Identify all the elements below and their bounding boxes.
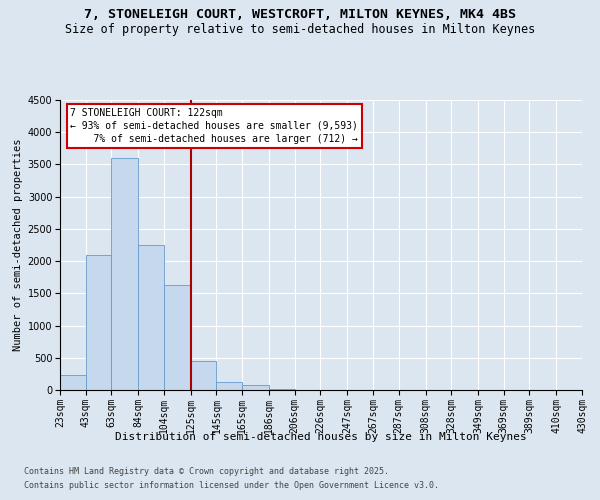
Bar — [112, 158, 138, 390]
Bar — [217, 382, 242, 390]
Text: 7, STONELEIGH COURT, WESTCROFT, MILTON KEYNES, MK4 4BS: 7, STONELEIGH COURT, WESTCROFT, MILTON K… — [84, 8, 516, 20]
Text: Size of property relative to semi-detached houses in Milton Keynes: Size of property relative to semi-detach… — [65, 22, 535, 36]
Bar — [86, 254, 112, 390]
Text: 7 STONELEIGH COURT: 122sqm
← 93% of semi-detached houses are smaller (9,593)
   : 7 STONELEIGH COURT: 122sqm ← 93% of semi… — [70, 108, 358, 144]
Text: Contains public sector information licensed under the Open Government Licence v3: Contains public sector information licen… — [24, 481, 439, 490]
Bar — [138, 245, 164, 390]
Bar — [164, 285, 191, 390]
Bar — [191, 361, 217, 390]
Text: Contains HM Land Registry data © Crown copyright and database right 2025.: Contains HM Land Registry data © Crown c… — [24, 467, 389, 476]
Text: Distribution of semi-detached houses by size in Milton Keynes: Distribution of semi-detached houses by … — [115, 432, 527, 442]
Y-axis label: Number of semi-detached properties: Number of semi-detached properties — [13, 138, 23, 352]
Bar — [242, 385, 269, 390]
Bar — [60, 375, 86, 390]
